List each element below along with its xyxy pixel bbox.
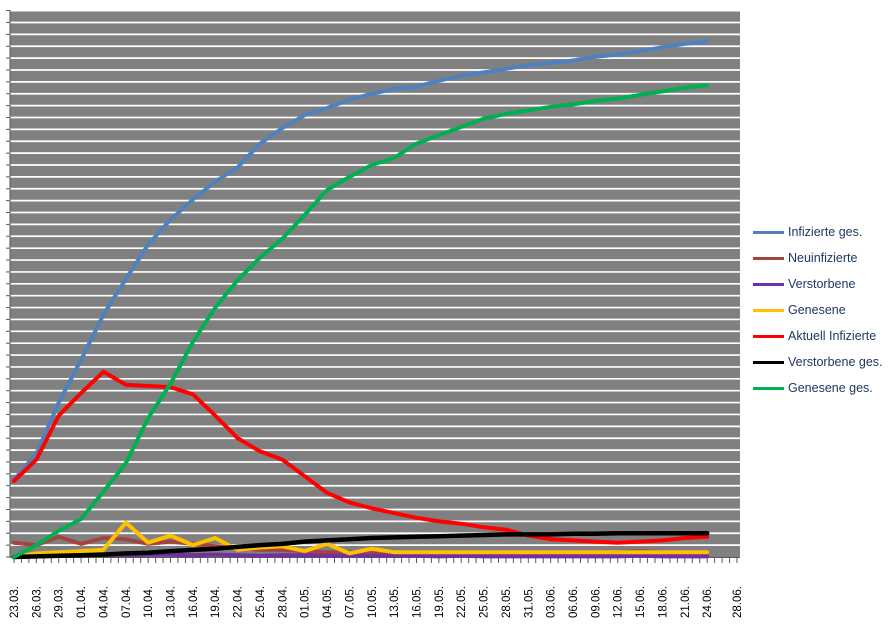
legend-item-infizierte-ges: Infizierte ges. (753, 219, 883, 245)
x-axis-label: 25.04. (255, 586, 267, 618)
series-line-aktuell-infizierte (12, 369, 710, 545)
x-axis-label: 28.06. (732, 586, 744, 618)
legend-label: Genesene ges. (788, 380, 873, 395)
x-axis-label: 09.06. (590, 586, 602, 618)
series-line-genesene-ges (12, 83, 710, 559)
legend-label: Genesene (788, 302, 846, 317)
x-axis-label: 15.06. (635, 586, 647, 618)
x-axis-label: 25.05. (479, 586, 491, 618)
x-axis-label: 12.06. (613, 586, 625, 618)
x-axis-label: 18.06. (657, 586, 669, 618)
legend-label: Neuinfizierte (788, 250, 858, 265)
legend-swatch-infizierte-ges (753, 230, 784, 234)
legend-swatch-verstorbene-ges (753, 360, 784, 364)
legend-swatch-genesene (753, 308, 784, 312)
y-axis-ticks (6, 10, 10, 558)
legend-swatch-verstorbene (753, 282, 784, 286)
legend-swatch-aktuell-infizierte (753, 334, 784, 338)
x-axis-label: 04.05. (322, 586, 334, 618)
x-axis-label: 29.03. (54, 586, 66, 618)
legend-item-verstorbene-ges: Verstorbene ges. (753, 349, 883, 375)
x-axis-label: 31.05. (523, 586, 535, 618)
x-axis-label: 19.05. (434, 586, 446, 618)
x-axis-label: 10.05. (367, 586, 379, 618)
x-axis-label: 21.06. (680, 586, 692, 618)
x-axis-label: 22.05. (456, 586, 468, 618)
series-lines (11, 39, 710, 560)
x-axis-label: 01.04. (76, 586, 88, 618)
legend-item-verstorbene: Verstorbene (753, 271, 883, 297)
legend-label: Infizierte ges. (788, 224, 863, 239)
series-line-verstorbene-ges (11, 530, 710, 560)
x-axis-label: 22.04. (233, 586, 245, 618)
x-axis-label: 19.04. (210, 586, 222, 618)
x-axis-label: 28.05. (501, 586, 513, 618)
x-axis-label: 28.04. (277, 586, 289, 618)
x-axis-label: 03.06. (546, 586, 558, 618)
x-axis-labels: 23.03. 26.03. 29.03. 01.04. 04.04. 07.04. 10.0… (9, 586, 744, 618)
legend-swatch-neuinfizierte (753, 256, 784, 260)
series-line-infizierte-ges (12, 39, 710, 482)
x-axis-label: 16.04. (188, 586, 200, 618)
x-axis-label: 07.04. (121, 586, 133, 618)
legend-swatch-genesene-ges (753, 386, 784, 390)
legend-item-genesene-ges: Genesene ges. (753, 375, 883, 401)
legend-label: Verstorbene (788, 276, 856, 291)
legend-item-neuinfizierte: Neuinfizierte (753, 245, 883, 271)
x-axis-label: 16.05. (411, 586, 423, 618)
x-axis-label: 04.04. (98, 586, 110, 618)
x-axis-label: 13.05. (389, 586, 401, 618)
legend-item-aktuell-infizierte: Aktuell Infizierte (753, 323, 883, 349)
series-line-genesene (12, 520, 710, 559)
x-axis-label: 01.05. (300, 586, 312, 618)
x-axis-label: 06.06. (568, 586, 580, 618)
x-axis-label: 07.05. (344, 586, 356, 618)
x-axis-label: 10.04. (143, 586, 155, 618)
legend: Infizierte ges. Neuinfizierte Verstorbene G… (753, 219, 883, 401)
legend-label: Verstorbene ges. (788, 354, 883, 369)
legend-label: Aktuell Infizierte (788, 328, 877, 343)
legend-item-genesene: Genesene (753, 297, 883, 323)
x-axis-label: 13.04. (166, 586, 178, 618)
x-axis-label: 24.06. (702, 586, 714, 618)
x-axis-label: 23.03. (9, 586, 21, 618)
x-axis-label: 26.03. (31, 586, 43, 618)
